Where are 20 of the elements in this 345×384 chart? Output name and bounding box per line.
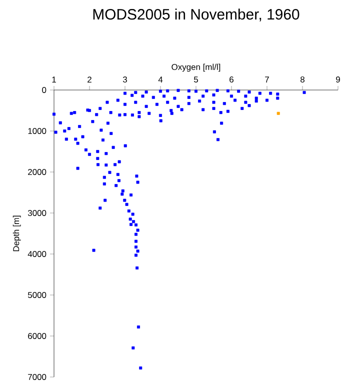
- x-axis-title: Oxygen [ml/l]: [172, 64, 220, 72]
- chart-title: MODS2005 in November, 1960: [93, 8, 300, 22]
- x-tick-label: 7: [265, 76, 269, 82]
- y-tick-label: 2000: [28, 169, 46, 175]
- x-tick-label: 4: [158, 76, 163, 82]
- x-tick-label: 2: [88, 76, 92, 82]
- x-tick-label: 5: [194, 76, 198, 82]
- y-tick-label: 1000: [28, 128, 46, 134]
- y-tick-label: 5000: [28, 292, 46, 298]
- y-axis-title: Depth [m]: [12, 216, 21, 252]
- x-tick-label: 8: [300, 76, 304, 82]
- x-tick-label: 3: [122, 76, 127, 82]
- x-tick-label: 1: [52, 76, 56, 82]
- y-tick-label: 6000: [28, 333, 46, 339]
- x-tick-label: 9: [336, 76, 340, 82]
- y-tick-label: 4000: [28, 251, 46, 257]
- y-tick-label: 7000: [28, 374, 46, 380]
- y-tick-label: 0: [42, 87, 46, 93]
- y-tick-label: 3000: [28, 210, 46, 216]
- x-tick-label: 6: [230, 76, 234, 82]
